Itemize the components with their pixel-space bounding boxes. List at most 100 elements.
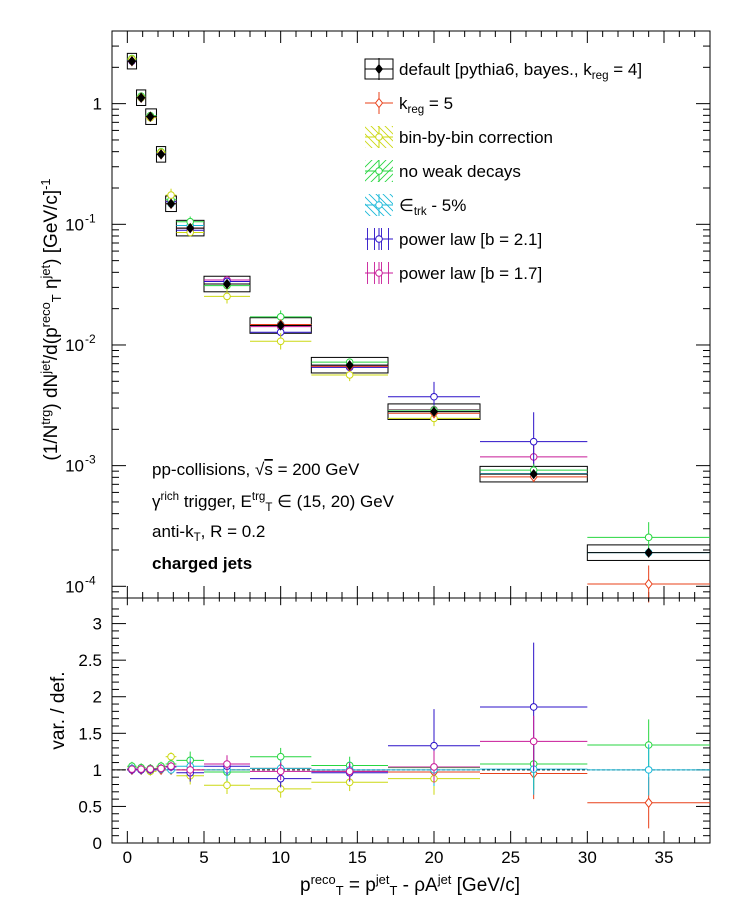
ratio-marker xyxy=(146,765,155,773)
y-tick-label: 10 xyxy=(65,215,84,234)
y-tick-label: 0.5 xyxy=(78,797,102,816)
y-axis-label-bottom: var. / def. xyxy=(48,671,69,749)
ratio-marker xyxy=(644,766,653,774)
default-marker xyxy=(345,360,354,371)
ratio-marker xyxy=(223,781,231,790)
y-tick-exponent: -4 xyxy=(85,573,96,587)
ratio-marker xyxy=(529,737,538,746)
legend-marker xyxy=(374,97,384,109)
legend-label: bin-by-bin correction xyxy=(399,128,553,147)
ratio-marker xyxy=(167,762,175,771)
y-tick-label: 1 xyxy=(93,95,102,114)
legend-marker xyxy=(375,235,383,243)
y-tick-label: 3 xyxy=(93,615,102,634)
default-marker xyxy=(157,149,166,160)
ratio-marker xyxy=(430,741,438,750)
legend-entry: ∈trk - 5% xyxy=(365,194,466,218)
ratio-marker xyxy=(276,752,285,761)
x-tick-label: 15 xyxy=(348,848,367,867)
legend-marker xyxy=(375,201,383,209)
variation-marker xyxy=(167,191,175,199)
y-axis-label-text: var. / def. xyxy=(48,671,69,749)
variation-marker xyxy=(276,313,285,321)
axis-labels: (1/Ntrg) dNjet/d(precoT ηjet) [GeV/c]-1 v… xyxy=(38,178,520,898)
variation-marker xyxy=(345,371,354,379)
spectrum-panel: 110-110-210-310-4 xyxy=(65,30,711,603)
variation-marker xyxy=(644,578,653,590)
ratio-marker xyxy=(276,767,285,776)
default-marker xyxy=(276,320,285,331)
ratio-marker xyxy=(157,764,165,773)
legend-entry: kreg = 5 xyxy=(365,92,453,116)
legend-label: default [pythia6, bayes., kreg = 4] xyxy=(399,60,642,82)
legend-entry: power law [b = 2.1] xyxy=(365,228,542,250)
annotation-line: anti-kT, R = 0.2 xyxy=(152,522,265,544)
ratio-panel: 0 5 10 15 20 25 30 35 0 0.5 1 1.5 2 2.5 3 xyxy=(78,597,711,867)
y-tick-exponent: -3 xyxy=(85,453,96,467)
ratio-marker xyxy=(529,703,538,711)
legend-marker xyxy=(375,167,383,175)
variation-marker xyxy=(529,437,538,446)
default-marker xyxy=(222,278,232,290)
legend-entry: bin-by-bin correction xyxy=(365,126,553,148)
legend: default [pythia6, bayes., kreg = 4] kreg … xyxy=(364,58,642,284)
legend-marker xyxy=(375,133,383,141)
variation-marker xyxy=(223,292,231,301)
x-tick-label: 20 xyxy=(425,848,444,867)
default-marker xyxy=(644,547,653,558)
x-tick-label: 0 xyxy=(123,848,132,867)
y-tick-label: 2 xyxy=(93,688,102,707)
ratio-marker xyxy=(167,752,175,761)
x-tick-label: 35 xyxy=(655,848,674,867)
legend-label: ∈trk - 5% xyxy=(399,196,466,218)
y-axis-label-top: (1/Ntrg) dNjet/d(precoT ηjet) [GeV/c]-1 xyxy=(38,178,64,460)
annotation-line: γrich trigger, EtrgT ∈ (15, 20) GeV xyxy=(152,491,395,513)
ratio-marker xyxy=(345,767,354,776)
y-tick-exponent: -1 xyxy=(85,211,96,225)
y-tick-label: 1.5 xyxy=(78,724,102,743)
top-frame xyxy=(111,30,711,599)
bottom-frame xyxy=(111,597,711,844)
y-tick-label: 10 xyxy=(65,336,84,355)
ratio-marker xyxy=(128,765,136,773)
ratio-marker xyxy=(186,766,194,774)
default-marker xyxy=(186,222,195,234)
y-tick-label: 10 xyxy=(65,457,84,476)
default-marker xyxy=(429,406,439,417)
legend-entry: power law [b = 1.7] xyxy=(365,262,542,284)
annotation-line: pp-collisions, √s = 200 GeV xyxy=(152,460,360,479)
annotations: pp-collisions, √s = 200 GeV γrich trigger… xyxy=(152,460,395,573)
legend-label: no weak decays xyxy=(399,162,521,181)
x-tick-label: 30 xyxy=(578,848,597,867)
ratio-marker xyxy=(430,763,438,771)
default-marker xyxy=(529,469,538,480)
y-tick-label: 2.5 xyxy=(78,651,102,670)
default-marker xyxy=(167,198,176,209)
legend-entry: no weak decays xyxy=(365,160,521,182)
y-tick-label: 10 xyxy=(65,577,84,596)
x-tick-label: 10 xyxy=(271,848,290,867)
legend-label: kreg = 5 xyxy=(399,94,453,116)
x-tick-label: 25 xyxy=(501,848,520,867)
ratio-marker xyxy=(137,765,145,773)
variation-marker xyxy=(276,337,285,346)
y-tick-exponent: -2 xyxy=(85,332,96,346)
y-axis-label-text: (1/Ntrg) dNjet/d(precoT ηjet) [GeV/c]-1 xyxy=(38,178,64,460)
legend-label: power law [b = 2.1] xyxy=(399,230,542,249)
x-axis-label: precoT = pjetT - ρAjet [GeV/c] xyxy=(300,872,520,898)
legend-entry: default [pythia6, bayes., kreg = 4] xyxy=(364,58,642,82)
y-tick-label: 1 xyxy=(93,761,102,780)
variation-marker xyxy=(644,533,653,542)
annotation-line: charged jets xyxy=(152,554,252,573)
ratio-marker xyxy=(223,760,231,768)
legend-marker xyxy=(375,269,383,277)
ratio-marker xyxy=(644,797,653,809)
default-marker xyxy=(127,55,136,67)
legend-label: power law [b = 1.7] xyxy=(399,264,542,283)
default-marker xyxy=(146,111,155,122)
variation-marker xyxy=(430,392,438,401)
legend-marker xyxy=(374,63,384,75)
default-marker xyxy=(137,92,146,103)
y-tick-label: 0 xyxy=(93,834,102,853)
